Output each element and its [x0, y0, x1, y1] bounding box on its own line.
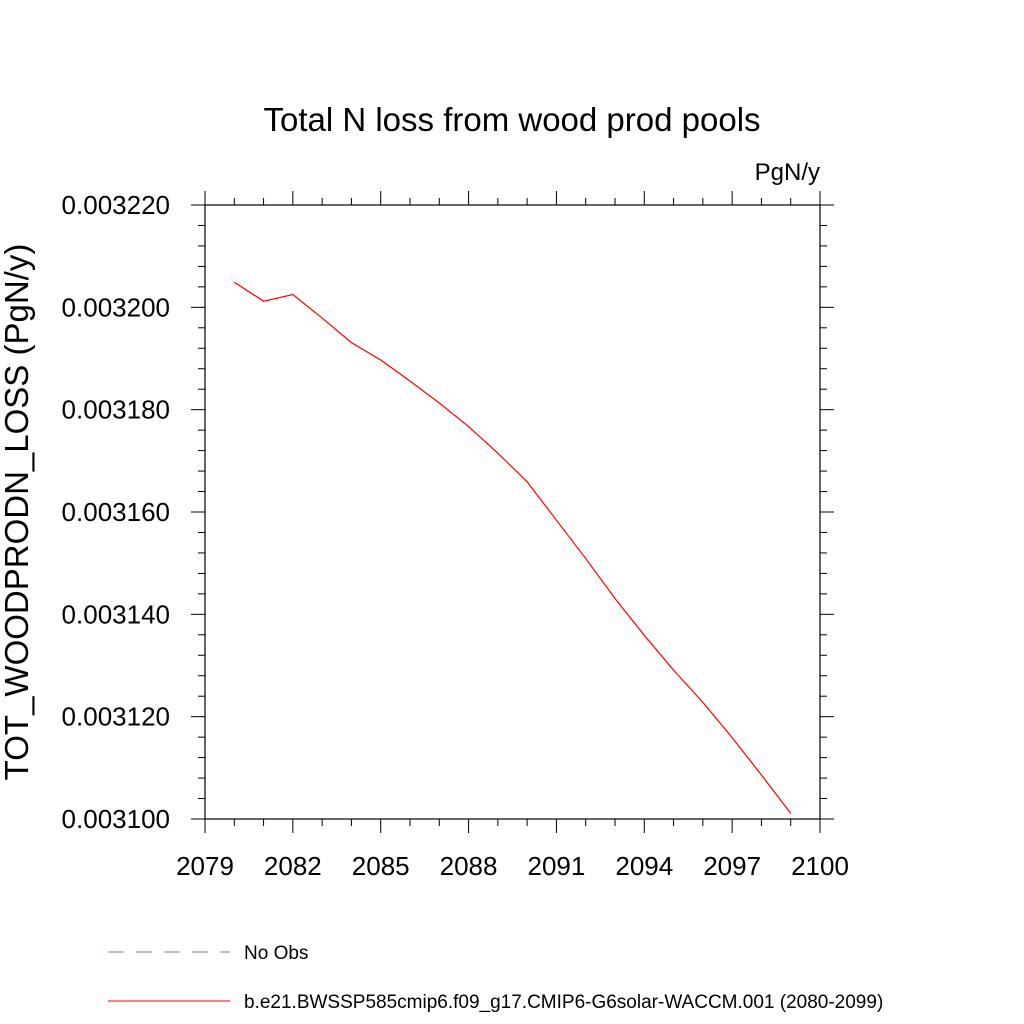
y-axis-label: TOT_WOODPRODN_LOSS (PgN/y): [0, 244, 35, 781]
axis-ticks: [191, 191, 834, 833]
y-tick-label: 0.003160: [62, 497, 170, 527]
legend: No Obs b.e21.BWSSP585cmip6.f09_g17.CMIP6-…: [108, 943, 883, 1013]
legend-label: b.e21.BWSSP585cmip6.f09_g17.CMIP6-G6sola…: [244, 992, 883, 1013]
series-line: [233, 281, 792, 814]
series-layer: [233, 281, 792, 814]
x-tick-label: 2097: [703, 851, 761, 881]
legend-label: No Obs: [244, 943, 308, 964]
plot-frame: [204, 204, 821, 820]
y-tick-label: 0.003200: [62, 292, 170, 322]
y-tick-label: 0.003220: [62, 190, 170, 220]
y-tick-labels: 0.003100 0.003120 0.003140 0.003160 0.003180…: [62, 190, 170, 834]
x-tick-label: 2094: [615, 851, 673, 881]
chart-title: Total N loss from wood prod pools: [263, 101, 760, 138]
x-tick-label: 2079: [176, 851, 234, 881]
x-tick-label: 2091: [528, 851, 586, 881]
y-tick-label: 0.003100: [62, 804, 170, 834]
x-tick-label: 2082: [264, 851, 322, 881]
x-tick-label: 2085: [352, 851, 410, 881]
y-tick-label: 0.003140: [62, 599, 170, 629]
x-tick-labels: 2079 2082 2085 2088 2091 2094 2097 2100: [176, 851, 849, 881]
y-tick-label: 0.003180: [62, 395, 170, 425]
x-tick-label: 2100: [791, 851, 849, 881]
units-label: PgN/y: [755, 159, 820, 186]
x-tick-label: 2088: [440, 851, 498, 881]
y-tick-label: 0.003120: [62, 702, 170, 732]
